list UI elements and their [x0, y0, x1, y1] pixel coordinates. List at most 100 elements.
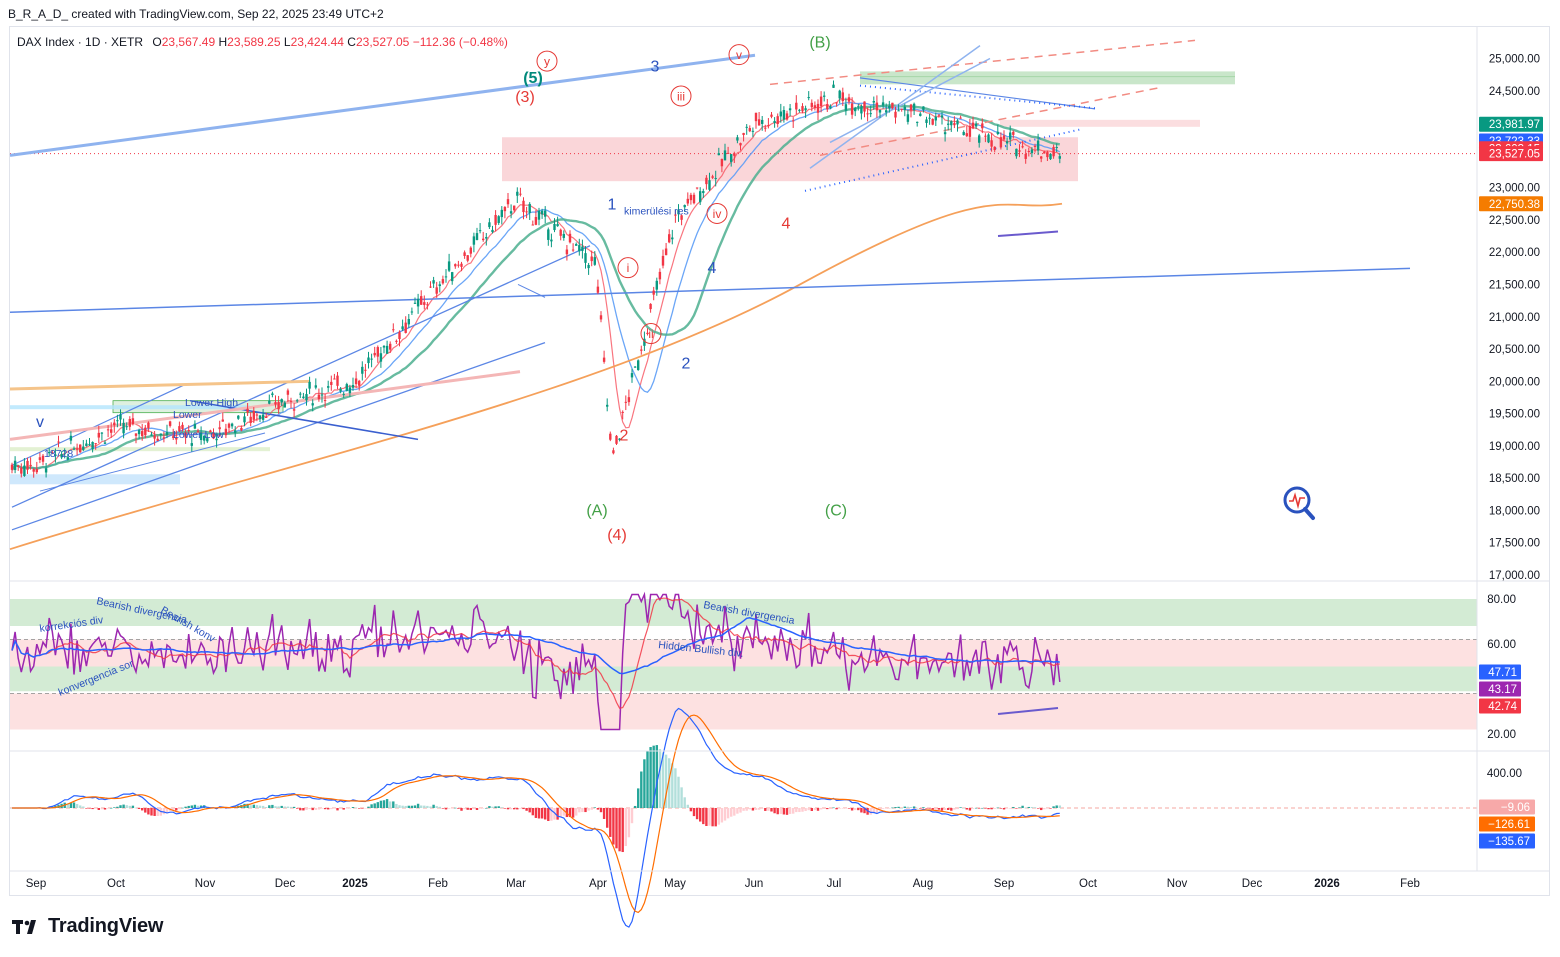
macd-histogram-bar	[398, 805, 401, 808]
candle-body	[413, 302, 417, 304]
wave-label: v	[736, 48, 742, 62]
candles-layer	[10, 80, 1061, 478]
candle-body	[664, 248, 668, 256]
macd-histogram-bar	[339, 808, 342, 809]
macd-histogram-bar	[258, 805, 262, 808]
candle-body	[695, 187, 699, 189]
macd-signal-line	[12, 714, 1060, 914]
candle-body	[661, 255, 665, 266]
wave-label: i	[627, 261, 630, 275]
candle-body	[137, 430, 141, 435]
candle-body	[17, 465, 20, 468]
macd-histogram-bar	[674, 768, 677, 808]
candle-body	[717, 153, 720, 156]
macd-histogram-bar	[826, 808, 829, 810]
candle-body	[401, 326, 404, 330]
candle-body	[491, 229, 494, 232]
candle-body	[565, 249, 569, 255]
macd-histogram-bar	[615, 808, 618, 849]
macd-histogram-bar	[885, 808, 888, 809]
time-axis-tick: 2026	[1314, 878, 1340, 890]
macd-histogram-bar	[602, 808, 606, 819]
candle-body	[268, 400, 271, 404]
candle-body	[134, 433, 138, 436]
candle-body	[351, 384, 355, 388]
macd-histogram-bar	[1046, 808, 1049, 809]
marker	[517, 284, 546, 298]
candle-body	[540, 210, 544, 215]
candle-body	[562, 233, 565, 238]
macd-histogram-bar	[854, 808, 857, 811]
macd-histogram-bar	[584, 808, 587, 813]
symbol-legend: DAX Index · 1D · XETR O23,567.49 H23,589…	[17, 35, 508, 49]
price-axis-tick: 17,000.00	[1489, 570, 1540, 582]
macd-histogram-bar	[739, 808, 742, 813]
candle-body	[506, 199, 510, 205]
macd-histogram-bar	[342, 808, 345, 810]
macd-histogram-bar	[723, 808, 727, 821]
candle-body	[909, 104, 913, 111]
macd-histogram-bar	[776, 808, 779, 815]
candle-body	[655, 280, 658, 290]
candle-body	[128, 419, 131, 427]
macd-histogram-bar	[956, 808, 959, 810]
candle-body	[289, 400, 293, 402]
candle-body	[75, 448, 79, 450]
brand-footer[interactable]: TradingView	[12, 915, 163, 938]
candle-body	[1040, 156, 1043, 159]
macd-histogram-bar	[125, 805, 128, 808]
macd-histogram-bar	[373, 803, 376, 808]
macd-histogram-bar	[553, 808, 556, 820]
candle-body	[767, 125, 770, 127]
macd-histogram-bar	[621, 808, 624, 853]
candle-body	[370, 358, 373, 360]
candle-body	[854, 107, 857, 112]
trendline	[9, 379, 311, 391]
macd-histogram-bar	[637, 788, 640, 808]
price-tag-label: 22,750.38	[1489, 199, 1540, 211]
macd-histogram-bar	[971, 808, 975, 809]
candle-body	[950, 121, 953, 126]
rsi-tag-label: 42.74	[1488, 701, 1517, 713]
macd-histogram-bar	[689, 808, 693, 812]
candle-body	[416, 298, 420, 307]
candle-body	[618, 438, 621, 440]
candle-body	[807, 97, 810, 99]
macd-histogram-bar	[1058, 805, 1061, 808]
candle-body	[113, 422, 116, 426]
macd-histogram-bar	[652, 745, 655, 808]
candle-body	[153, 435, 156, 439]
candle-body	[97, 432, 100, 438]
candle-body	[292, 409, 296, 411]
macd-histogram-bar	[265, 807, 268, 808]
candle-body	[193, 423, 197, 429]
candle-body	[860, 106, 863, 114]
macd-histogram-bar	[726, 808, 730, 819]
macd-histogram-bar	[1036, 808, 1040, 809]
candle-body	[513, 205, 516, 211]
candle-body	[528, 203, 531, 213]
wave-circle	[640, 323, 662, 345]
macd-histogram-bar	[429, 806, 432, 808]
macd-histogram-bar	[575, 808, 578, 816]
candle-body	[978, 135, 981, 143]
macd-histogram-bar	[835, 808, 838, 810]
candle-body	[66, 457, 69, 460]
candle-body	[590, 256, 593, 262]
candle-body	[283, 402, 286, 408]
wave-circle	[728, 44, 750, 66]
candle-body	[770, 114, 773, 117]
candle-body	[280, 399, 283, 403]
macd-histogram-bar	[996, 807, 999, 809]
candle-body	[314, 385, 317, 388]
candle-body	[398, 332, 401, 340]
macd-histogram-bar	[720, 808, 724, 823]
candle-body	[246, 408, 249, 413]
wave-label: 3	[651, 58, 660, 75]
candle-body	[451, 272, 454, 282]
candle-body	[367, 357, 370, 364]
macd-histogram-bar	[761, 808, 764, 809]
candle-body	[571, 249, 575, 251]
candle-body	[38, 457, 42, 460]
